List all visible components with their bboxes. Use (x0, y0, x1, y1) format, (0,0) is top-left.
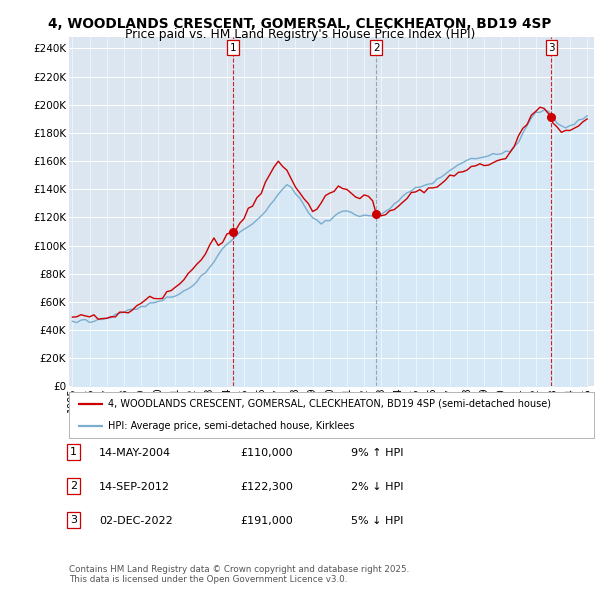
Text: 02-DEC-2022: 02-DEC-2022 (99, 516, 173, 526)
Text: 14-MAY-2004: 14-MAY-2004 (99, 448, 171, 458)
Text: Price paid vs. HM Land Registry's House Price Index (HPI): Price paid vs. HM Land Registry's House … (125, 28, 475, 41)
Text: 2% ↓ HPI: 2% ↓ HPI (351, 482, 404, 492)
Text: 2: 2 (70, 481, 77, 491)
Text: 3: 3 (70, 515, 77, 525)
Text: 14-SEP-2012: 14-SEP-2012 (99, 482, 170, 492)
Text: 2: 2 (373, 43, 380, 53)
Text: 4, WOODLANDS CRESCENT, GOMERSAL, CLECKHEATON, BD19 4SP (semi-detached house): 4, WOODLANDS CRESCENT, GOMERSAL, CLECKHE… (109, 399, 551, 409)
Text: £122,300: £122,300 (240, 482, 293, 492)
Text: 4, WOODLANDS CRESCENT, GOMERSAL, CLECKHEATON, BD19 4SP: 4, WOODLANDS CRESCENT, GOMERSAL, CLECKHE… (49, 17, 551, 31)
Text: £110,000: £110,000 (240, 448, 293, 458)
Text: HPI: Average price, semi-detached house, Kirklees: HPI: Average price, semi-detached house,… (109, 421, 355, 431)
Text: 1: 1 (230, 43, 236, 53)
Text: Contains HM Land Registry data © Crown copyright and database right 2025.
This d: Contains HM Land Registry data © Crown c… (69, 565, 409, 584)
Text: £191,000: £191,000 (240, 516, 293, 526)
Text: 3: 3 (548, 43, 555, 53)
Text: 9% ↑ HPI: 9% ↑ HPI (351, 448, 404, 458)
Text: 1: 1 (70, 447, 77, 457)
Text: 5% ↓ HPI: 5% ↓ HPI (351, 516, 403, 526)
